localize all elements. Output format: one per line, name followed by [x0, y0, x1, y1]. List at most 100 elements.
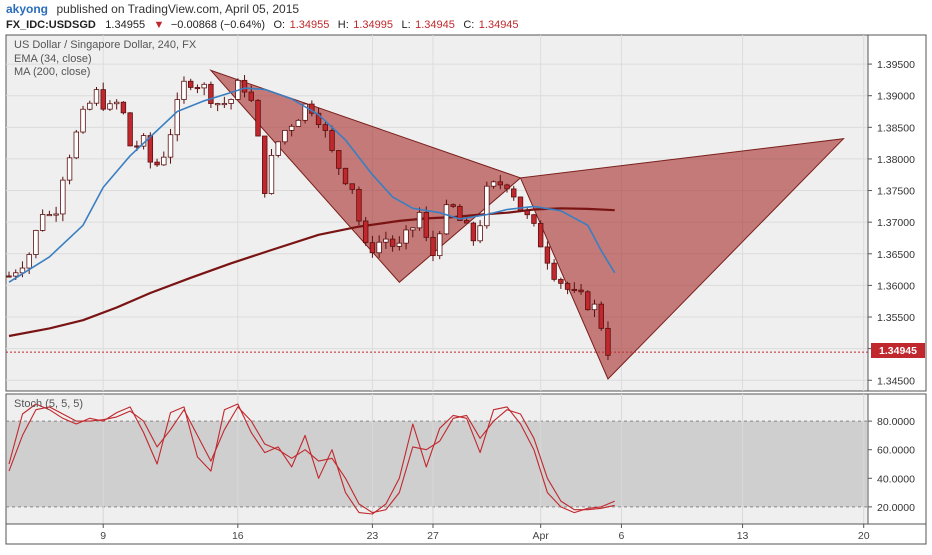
bull-candle [268, 154, 275, 194]
bull-candle [228, 99, 234, 104]
bull-candle [113, 101, 120, 105]
time-axis-ticks: 9 16 23 27 Apr 6 13 20 [100, 524, 870, 542]
time-tick-label: 6 [619, 530, 625, 542]
bull-candle [66, 157, 73, 181]
bull-candle [33, 229, 39, 255]
price-tick-label: 1.37000 [877, 217, 915, 229]
bear-candle [537, 223, 544, 248]
bear-candle [255, 99, 261, 137]
bear-candle [497, 181, 503, 186]
bull-candle [87, 102, 93, 110]
bear-candle [544, 246, 551, 264]
stoch-tick-label: 80.0000 [877, 416, 915, 428]
bull-candle [174, 99, 180, 136]
ma-layer [8, 207, 615, 338]
candles [6, 74, 611, 361]
close-value: 1.34945 [479, 19, 519, 31]
price-tick-label: 1.38500 [877, 122, 915, 134]
chart-title: US Dollar / Singapore Dollar, 240, FX [14, 39, 197, 51]
bear-candle [349, 183, 355, 190]
bear-candle [585, 291, 591, 311]
bull-candle [443, 204, 450, 235]
bear-candle [470, 222, 477, 242]
bear-candle [329, 130, 335, 151]
bull-candle [80, 108, 86, 133]
bear-candle [450, 204, 456, 207]
bear-candle [605, 327, 611, 356]
ema-34-line [8, 87, 616, 283]
bull-candle [214, 103, 221, 106]
down-arrow-icon: ▼ [154, 19, 165, 31]
bear-candle [127, 112, 133, 147]
price-tick-label: 1.34500 [877, 375, 915, 387]
bull-candle [53, 213, 59, 216]
bear-candle [336, 150, 342, 169]
bear-candle [430, 236, 436, 257]
bear-candle [423, 211, 429, 238]
bear-candle [598, 303, 604, 329]
bear-candle [362, 220, 369, 244]
bear-candle [531, 214, 537, 224]
time-tick-label: 27 [427, 530, 439, 542]
bear-candle [558, 278, 564, 284]
bear-candle [315, 112, 322, 126]
bear-candle [322, 124, 329, 131]
bear-candle [120, 101, 127, 114]
bull-candle [60, 179, 66, 215]
bear-candle [6, 275, 12, 278]
time-axis[interactable] [5, 523, 927, 545]
bear-candle [511, 188, 517, 198]
bull-candle [107, 103, 113, 110]
price-tick-label: 1.36000 [877, 280, 915, 292]
last-price-badge [871, 343, 925, 358]
author-link[interactable]: akyong [6, 2, 48, 16]
last-price-badge-label: 1.34945 [879, 345, 917, 357]
bear-candle [578, 289, 584, 293]
price-scale[interactable] [867, 34, 927, 392]
stoch-lines [8, 403, 615, 515]
bull-candle [167, 134, 174, 158]
bull-candle [73, 131, 79, 159]
bull-candle [484, 185, 490, 227]
time-tick-label: 20 [858, 530, 870, 542]
bear-candle [369, 242, 376, 254]
bull-candle [490, 181, 497, 187]
bear-candle [571, 288, 578, 291]
change-text: −0.00868 (−0.64%) [171, 19, 265, 31]
bear-candle [517, 196, 524, 211]
time-tick-label: 23 [367, 530, 379, 542]
time-tick-label: Apr [532, 530, 549, 542]
price-tick-label: 1.35500 [877, 312, 915, 324]
time-tick-label: 13 [737, 530, 749, 542]
last-price-text: 1.34955 [105, 19, 145, 31]
bull-candle [46, 214, 53, 217]
low-label: L: [401, 19, 410, 31]
bear-candle [551, 262, 557, 280]
stoch-tick-label: 40.0000 [877, 473, 915, 485]
price-tick-label: 1.36500 [877, 249, 915, 261]
bear-candle [262, 135, 268, 194]
ema-layer [8, 87, 616, 283]
header-line-1: akyong published on TradingView.com, Apr… [6, 0, 299, 17]
time-tick-label: 9 [100, 530, 106, 542]
price-tick-label: 1.39500 [877, 59, 915, 71]
stoch-tick-label: 20.0000 [877, 502, 915, 514]
open-value: 1.34955 [290, 19, 330, 31]
bull-candle [416, 211, 423, 229]
high-label: H: [338, 19, 349, 31]
ema-legend: EMA (34, close) [14, 53, 92, 65]
header-line-2: FX_IDC:USDSGD 1.34955 ▼ −0.00868 (−0.64%… [6, 15, 519, 32]
bear-candle [342, 167, 349, 185]
bull-candle [282, 130, 288, 143]
bull-candle [437, 233, 443, 257]
close-label: C: [463, 19, 474, 31]
bear-candle [524, 210, 530, 216]
bear-candle [241, 79, 248, 93]
bull-candle [39, 214, 46, 231]
bull-candle [396, 242, 403, 247]
bull-candle [19, 267, 26, 274]
stoch-k-line [8, 403, 615, 515]
bull-candle [383, 238, 389, 243]
bear-candle [188, 80, 194, 88]
